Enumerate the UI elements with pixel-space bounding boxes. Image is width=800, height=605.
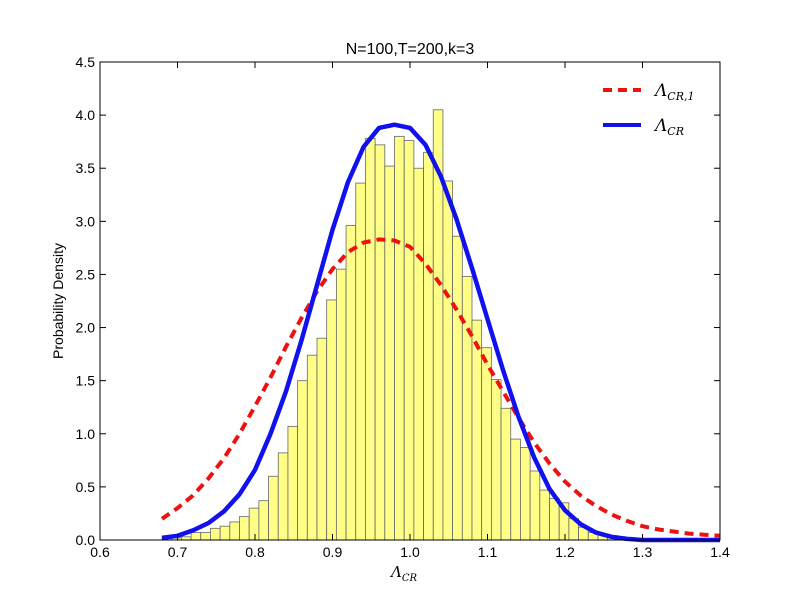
- histogram-bar: [394, 135, 405, 541]
- histogram-bar: [335, 268, 347, 541]
- x-axis-label-main: Λ: [389, 563, 402, 581]
- histogram-bar: [345, 225, 357, 541]
- histogram-bar: [461, 276, 473, 541]
- y-axis-label: Probability Density: [50, 243, 66, 359]
- x-tick-label: 0.8: [245, 544, 265, 560]
- histogram-bar: [423, 151, 434, 541]
- legend-label-sub: CR: [667, 125, 684, 138]
- histogram-bar: [520, 447, 531, 541]
- histogram-bar: [297, 380, 308, 541]
- legend-label-main: Λ: [653, 81, 667, 101]
- histogram-bar: [413, 167, 424, 541]
- y-tick-label: 0.5: [76, 479, 96, 495]
- x-tick-label: 1.0: [400, 544, 420, 560]
- histogram-bar: [287, 425, 299, 541]
- histogram-bar: [490, 379, 502, 541]
- histogram-bar: [277, 452, 289, 541]
- y-tick-label: 2.5: [76, 266, 96, 282]
- legend-label-sub: CR,1: [667, 90, 694, 103]
- histogram-bar: [374, 144, 386, 541]
- y-tick-label: 1.5: [76, 373, 96, 389]
- series-line-cr: [161, 122, 720, 543]
- histogram-bar: [268, 475, 279, 541]
- y-tick-label: 4.0: [76, 107, 96, 123]
- histogram-bar: [239, 516, 250, 541]
- histogram-bar: [539, 489, 550, 541]
- histogram-bar: [326, 299, 337, 541]
- histogram-bar: [549, 498, 560, 541]
- y-tick-label: 3.5: [76, 160, 96, 176]
- x-tick-label: 1.1: [478, 544, 498, 560]
- histogram-bar: [219, 525, 231, 541]
- y-tick-label: 2.0: [76, 320, 96, 336]
- histogram-bar: [229, 521, 240, 541]
- histogram-bar: [403, 140, 415, 541]
- y-tick-label: 3.0: [76, 213, 96, 229]
- x-tick-label: 0.6: [90, 544, 110, 560]
- histogram-layer: [161, 109, 647, 541]
- histogram-bar: [442, 180, 454, 541]
- x-axis-label-sub: CR: [402, 573, 418, 584]
- histogram-bar: [258, 500, 269, 541]
- y-tick-label: 1.0: [76, 426, 96, 442]
- histogram-bar: [365, 138, 376, 541]
- histogram-bar: [210, 527, 221, 541]
- x-tick-label: 1.4: [710, 544, 730, 560]
- series-line-cr1: [160, 237, 721, 538]
- x-axis-label: ΛCR: [389, 563, 417, 584]
- histogram-bar: [500, 407, 512, 541]
- histogram-bar: [510, 438, 521, 541]
- series-layer: [160, 122, 721, 543]
- y-tick-label: 0.0: [76, 532, 96, 548]
- histogram-bar: [200, 532, 211, 541]
- histogram-bar: [306, 354, 318, 541]
- legend-label-cr1: ΛCR,1: [653, 81, 694, 103]
- axis-ticks: 0.6 0.7 0.8 0.9 1.0 1.1 1.2 1.3 1.4 0.0 0.5 1.0 1.5 2…: [76, 54, 730, 560]
- histogram-bar: [190, 532, 202, 541]
- histogram-bar: [384, 165, 395, 541]
- histogram-bar: [248, 507, 260, 541]
- x-tick-label: 1.2: [555, 544, 575, 560]
- histogram-bar: [481, 347, 492, 541]
- x-tick-label: 0.9: [323, 544, 343, 560]
- histogram-bar: [529, 470, 541, 541]
- x-tick-label: 0.7: [168, 544, 188, 560]
- histogram-bar: [452, 235, 463, 541]
- chart-title: N=100,T=200,k=3: [346, 41, 475, 58]
- legend-label-main: Λ: [653, 116, 667, 136]
- x-tick-label: 1.3: [633, 544, 653, 560]
- histogram-bar: [316, 337, 328, 541]
- y-tick-label: 4.5: [76, 54, 96, 70]
- legend-label-cr: ΛCR: [653, 116, 684, 138]
- histogram-bar: [355, 182, 366, 541]
- histogram-bar: [471, 319, 483, 541]
